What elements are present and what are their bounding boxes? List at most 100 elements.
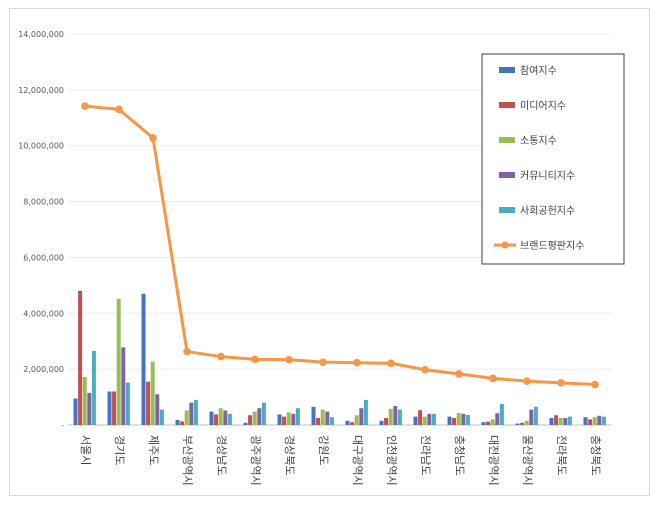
- bar: [533, 406, 538, 425]
- y-tick-label: -: [61, 421, 64, 430]
- bar: [461, 413, 466, 425]
- x-tick-label: 울산광역시: [521, 435, 534, 486]
- line-point: [523, 377, 531, 385]
- bar: [431, 413, 436, 425]
- bar: [447, 416, 452, 425]
- bar: [345, 420, 350, 425]
- bar: [295, 408, 300, 425]
- bar: [520, 422, 525, 425]
- bar: [311, 406, 316, 425]
- y-axis-ticks: - 2,000,000 4,000,000 6,000,000 8,000,000 10,…: [18, 30, 64, 430]
- x-tick-label: 경상북도: [283, 435, 296, 475]
- bar: [558, 418, 563, 425]
- bar: [159, 409, 164, 425]
- legend-label: 미디어지수: [520, 100, 566, 112]
- bar: [193, 399, 198, 425]
- bar: [592, 417, 597, 425]
- bar: [588, 419, 593, 425]
- x-tick-label: 광주광역시: [249, 435, 262, 486]
- bar: [277, 414, 282, 425]
- legend-label: 참여지수: [520, 65, 557, 77]
- bar: [150, 361, 155, 425]
- bar: [427, 413, 432, 425]
- bar: [515, 423, 520, 425]
- x-tick-label: 강원도: [317, 435, 330, 465]
- bar: [452, 418, 457, 425]
- bar: [384, 418, 389, 425]
- line-point: [319, 358, 327, 366]
- bar: [413, 416, 418, 425]
- y-gridlines: [68, 33, 612, 426]
- line-point: [149, 134, 157, 142]
- legend-label: 사회공헌지수: [520, 205, 575, 217]
- line-point: [591, 380, 599, 389]
- bar: [227, 413, 232, 425]
- bar: [209, 411, 214, 425]
- bar: [248, 415, 253, 425]
- x-tick-label: 전라북도: [555, 435, 568, 475]
- x-tick-label: 충청남도: [453, 435, 466, 475]
- line-point: [387, 359, 395, 368]
- legend-label: 브랜드평판지수: [520, 240, 584, 252]
- legend-label: 소통지수: [520, 135, 557, 147]
- bar: [87, 392, 92, 425]
- bar: [261, 402, 266, 425]
- bar: [286, 412, 291, 425]
- brand-reputation-chart: - 2,000,000 4,000,000 6,000,000 8,000,000 10,…: [18, 30, 625, 486]
- line-series: [81, 102, 599, 389]
- bar: [73, 398, 78, 425]
- chart-frame: - 2,000,000 4,000,000 6,000,000 8,000,000 10,…: [9, 8, 650, 496]
- bar: [218, 408, 223, 425]
- bar: [329, 417, 334, 425]
- bar: [184, 410, 189, 425]
- x-tick-label: 경기도: [113, 435, 126, 465]
- bar: [78, 290, 83, 425]
- line-point: [421, 365, 429, 374]
- y-tick-label: 4,000,000: [23, 309, 64, 318]
- bar: [223, 410, 228, 425]
- bar: [91, 350, 96, 425]
- line-point: [455, 370, 463, 378]
- bar: [563, 418, 568, 425]
- bar: [257, 408, 262, 425]
- y-tick-label: 10,000,000: [18, 142, 64, 151]
- bar: [465, 414, 470, 425]
- bar: [316, 418, 321, 425]
- line-point: [489, 374, 497, 383]
- x-tick-label: 부산광역시: [181, 435, 194, 486]
- bar: [359, 408, 364, 425]
- bar: [499, 404, 504, 425]
- x-tick-label: 전라남도: [419, 435, 432, 475]
- bar: [112, 391, 117, 425]
- bar: [121, 347, 126, 425]
- x-tick-label: 경상남도: [215, 435, 228, 475]
- bar: [291, 413, 296, 425]
- y-tick-label: 14,000,000: [18, 30, 64, 39]
- line-point: [183, 347, 191, 356]
- bar: [554, 415, 559, 425]
- x-axis-labels: 서울시 경기도 제주도 부산광역시 경상남도 광주광역시 경상북도 강원도 대구광역시 인천광역시…: [79, 435, 602, 486]
- legend-swatch: [499, 207, 515, 213]
- line-point: [353, 358, 361, 367]
- bar: [214, 414, 219, 425]
- y-tick-label: 6,000,000: [23, 253, 64, 262]
- bar: [418, 410, 423, 425]
- bar: [422, 416, 427, 425]
- legend-swatch: [499, 102, 515, 108]
- bar: [141, 293, 146, 425]
- bar: [495, 413, 500, 425]
- bar: [524, 420, 529, 425]
- bar: [456, 412, 461, 425]
- line-point: [115, 105, 123, 114]
- bar: [282, 416, 287, 425]
- x-tick-label: 인천광역시: [385, 435, 399, 486]
- bar: [125, 382, 130, 425]
- x-tick-label: 대전광역시: [487, 435, 500, 486]
- bar: [393, 406, 398, 425]
- bar: [175, 419, 180, 425]
- line-point: [251, 355, 259, 364]
- x-tick-label: 제주도: [147, 435, 160, 465]
- legend-swatch: [499, 137, 515, 143]
- bar: [107, 391, 112, 425]
